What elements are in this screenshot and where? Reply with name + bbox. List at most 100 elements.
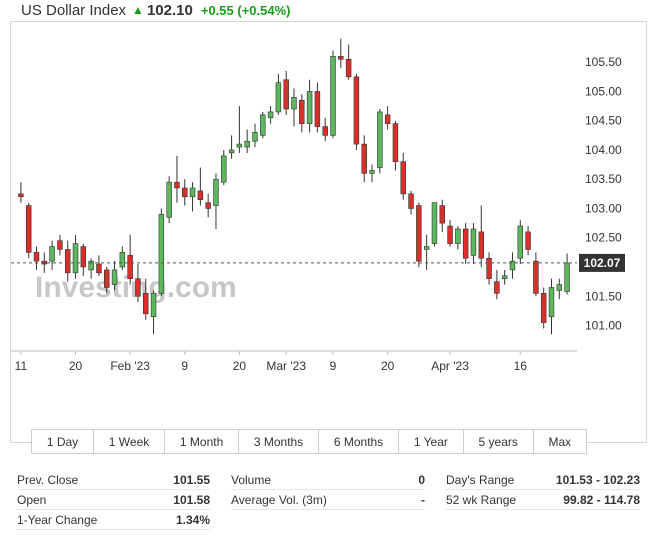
candle-body xyxy=(556,284,563,291)
x-tick-label: 11 xyxy=(15,359,28,373)
candle-body xyxy=(533,260,539,294)
range-button-1-week[interactable]: 1 Week xyxy=(93,430,166,453)
candle-body xyxy=(166,181,172,218)
candle-body xyxy=(197,190,204,201)
stat-label: Average Vol. (3m) xyxy=(231,492,327,507)
stat-row: Day's Range 101.53 - 102.23 xyxy=(446,470,640,490)
y-tick-label: 105.00 xyxy=(585,84,622,98)
range-button-max[interactable]: Max xyxy=(533,430,586,453)
candle-body xyxy=(462,228,469,259)
x-tick-label: Apr '23 xyxy=(431,359,469,373)
candle-body xyxy=(486,257,492,280)
candle-body xyxy=(501,275,508,280)
chart-panel: Investing.com101.00101.50102.00102.50103… xyxy=(10,21,648,454)
candle-body xyxy=(143,293,149,315)
last-price-label: 102.07 xyxy=(584,256,621,270)
candle-body xyxy=(135,278,141,297)
time-range-selector: 1 Day 1 Week 1 Month 3 Months 6 Months 1 Year… xyxy=(31,429,587,454)
instrument-name: US Dollar Index xyxy=(21,1,127,19)
candle-body xyxy=(18,193,24,198)
candle-body xyxy=(377,111,383,168)
stat-value: 101.58 xyxy=(173,492,210,507)
candle-body xyxy=(104,269,110,288)
range-button-1-day[interactable]: 1 Day xyxy=(32,430,94,453)
stat-value: 99.82 - 114.78 xyxy=(563,492,640,507)
stat-row: 1-Year Change 1.34% xyxy=(17,510,210,530)
y-tick-label: 103.50 xyxy=(585,172,622,186)
stat-row: Volume 0 xyxy=(231,470,425,490)
candle-body xyxy=(57,240,63,250)
candle-body xyxy=(205,202,211,209)
stat-value: 101.55 xyxy=(173,472,210,487)
range-button-1-month[interactable]: 1 Month xyxy=(165,430,240,453)
candle-body xyxy=(182,187,188,198)
candle-body xyxy=(338,56,344,60)
candle-body xyxy=(64,249,71,274)
last-price-marker xyxy=(579,253,625,272)
candle-body xyxy=(369,170,375,174)
stat-label: 52 wk Range xyxy=(446,492,517,507)
candle-body xyxy=(25,205,32,253)
range-button-3-months[interactable]: 3 Months xyxy=(239,430,320,453)
stat-row: Open 101.58 xyxy=(17,490,210,510)
candle-body xyxy=(345,58,352,78)
stats-column-2: Volume 0 Average Vol. (3m) - xyxy=(231,470,425,510)
candle-body xyxy=(174,181,180,189)
stat-label: 1-Year Change xyxy=(17,512,98,527)
candle-body xyxy=(72,243,79,274)
stat-row: Prev. Close 101.55 xyxy=(17,470,210,490)
candle-body xyxy=(291,96,297,110)
candle-body xyxy=(283,79,289,110)
candle-body xyxy=(431,202,438,244)
candlestick-chart[interactable]: Investing.com101.00101.50102.00102.50103… xyxy=(11,22,648,444)
candle-body xyxy=(260,114,266,136)
up-arrow-icon: ▲ xyxy=(132,3,144,17)
candle-body xyxy=(525,231,531,250)
candle-body xyxy=(322,126,328,136)
candle-body xyxy=(361,143,367,174)
candle-body xyxy=(111,269,118,285)
x-tick-label: 20 xyxy=(381,359,395,373)
x-tick-label: 20 xyxy=(69,359,83,373)
y-tick-label: 104.50 xyxy=(585,114,622,128)
candle-body xyxy=(252,132,258,142)
y-tick-label: 105.50 xyxy=(585,55,622,69)
stat-value: 0 xyxy=(418,472,425,487)
stat-value: 1.34% xyxy=(175,512,210,527)
y-tick-label: 101.00 xyxy=(585,319,622,333)
candle-body xyxy=(392,123,399,162)
range-button-5-years[interactable]: 5 years xyxy=(463,430,534,453)
stats-column-3: Day's Range 101.53 - 102.23 52 wk Range 99.… xyxy=(446,470,640,510)
stats-column-1: Prev. Close 101.55 Open 101.58 1-Year Change… xyxy=(17,470,210,530)
candle-body xyxy=(299,99,305,124)
candle-body xyxy=(33,252,40,262)
y-tick-label: 102.50 xyxy=(585,231,622,245)
candle-body xyxy=(236,143,243,148)
candle-body xyxy=(509,260,516,271)
range-button-6-months[interactable]: 6 Months xyxy=(319,430,400,453)
candle-body xyxy=(400,161,406,195)
candle-body xyxy=(478,231,484,259)
candle-body xyxy=(275,82,282,113)
range-button-1-year[interactable]: 1 Year xyxy=(399,430,464,453)
x-tick-label: Feb '23 xyxy=(110,359,150,373)
x-tick-label: 9 xyxy=(181,359,188,373)
candle-body xyxy=(150,293,157,318)
candle-body xyxy=(158,214,165,294)
candle-body xyxy=(96,263,102,274)
candle-body xyxy=(244,140,250,148)
y-tick-label: 103.00 xyxy=(585,201,622,215)
stat-label: Volume xyxy=(231,472,272,487)
candle-body xyxy=(221,155,227,183)
stat-label: Prev. Close xyxy=(17,472,79,487)
candle-body xyxy=(213,178,219,206)
quote-header: US Dollar Index ▲ 102.10 +0.55 (+0.54%) xyxy=(21,0,290,20)
candle-body xyxy=(88,260,94,271)
price-change: +0.55 (+0.54%) xyxy=(201,3,291,18)
candle-body xyxy=(455,228,461,244)
stat-row: 52 wk Range 99.82 - 114.78 xyxy=(446,490,640,510)
candle-body xyxy=(494,281,500,294)
stat-row: Average Vol. (3m) - xyxy=(231,490,425,510)
candle-body xyxy=(564,262,570,292)
x-tick-label: 9 xyxy=(330,359,337,373)
